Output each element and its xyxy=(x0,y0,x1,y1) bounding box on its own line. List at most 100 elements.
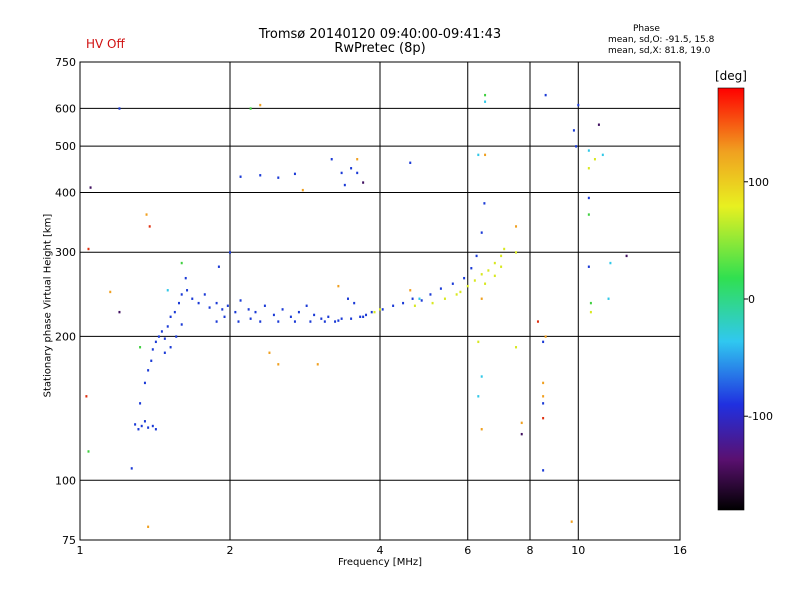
data-point xyxy=(575,145,578,148)
data-point xyxy=(340,317,343,320)
data-point xyxy=(249,317,252,320)
data-point xyxy=(480,428,483,431)
data-point xyxy=(439,287,442,290)
data-point xyxy=(87,247,90,251)
data-point xyxy=(175,335,178,338)
data-point xyxy=(411,297,414,300)
data-point xyxy=(515,346,518,349)
data-point xyxy=(544,93,547,97)
y-tick-label: 75 xyxy=(62,534,76,547)
data-point xyxy=(515,251,518,254)
data-point xyxy=(542,416,545,420)
data-point xyxy=(362,181,365,184)
data-point xyxy=(247,308,250,311)
data-point xyxy=(239,175,242,178)
data-point xyxy=(309,320,312,323)
data-point xyxy=(480,375,483,378)
data-point xyxy=(327,315,330,319)
data-point xyxy=(520,421,523,425)
data-point xyxy=(313,313,316,317)
data-point xyxy=(379,308,381,311)
data-point xyxy=(184,276,187,280)
x-tick-label: 8 xyxy=(527,544,534,557)
data-point xyxy=(297,310,300,314)
data-point xyxy=(477,395,480,398)
y-tick-label: 100 xyxy=(55,474,76,487)
data-point xyxy=(431,301,434,305)
data-point xyxy=(259,320,262,323)
data-point xyxy=(625,254,628,258)
data-point xyxy=(373,310,376,314)
data-point xyxy=(281,308,284,311)
data-point xyxy=(118,310,121,314)
data-point xyxy=(381,308,384,311)
data-point xyxy=(254,310,257,314)
y-tick-label: 500 xyxy=(55,140,76,153)
data-point xyxy=(160,330,163,333)
data-point xyxy=(500,265,503,268)
data-point xyxy=(203,293,206,296)
data-point xyxy=(487,269,490,272)
data-point xyxy=(85,395,88,398)
data-point xyxy=(365,313,368,317)
data-point xyxy=(337,284,340,288)
data-point xyxy=(587,167,590,170)
data-point xyxy=(484,153,487,157)
hv-status-label: HV Off xyxy=(86,37,125,51)
data-point xyxy=(301,188,304,192)
data-point xyxy=(277,176,280,179)
x-tick-label: 6 xyxy=(464,544,471,557)
data-point xyxy=(409,289,412,292)
data-point xyxy=(154,340,157,344)
data-point xyxy=(293,172,296,176)
data-point xyxy=(89,186,92,189)
data-point xyxy=(484,100,487,103)
data-point xyxy=(597,123,600,126)
y-tick-label: 400 xyxy=(55,186,76,199)
data-point xyxy=(515,225,518,228)
data-point xyxy=(157,335,160,338)
data-point xyxy=(370,310,373,314)
plot-frame xyxy=(79,61,681,541)
data-point xyxy=(239,299,242,302)
data-point xyxy=(356,171,359,175)
data-point xyxy=(483,202,486,205)
data-point xyxy=(118,107,121,110)
colorbar-tick-label: 100 xyxy=(748,176,769,189)
data-point xyxy=(293,320,296,323)
data-point xyxy=(263,304,266,307)
data-point xyxy=(334,320,337,323)
y-tick-label: 750 xyxy=(55,56,76,69)
data-point xyxy=(169,315,172,319)
data-point xyxy=(542,402,545,405)
data-point xyxy=(362,315,365,319)
x-tick-label: 2 xyxy=(227,544,234,557)
data-point xyxy=(350,167,353,170)
data-point xyxy=(140,424,143,428)
y-tick-label: 300 xyxy=(55,246,76,259)
data-point xyxy=(356,158,359,161)
x-tick-label: 4 xyxy=(377,544,384,557)
data-point xyxy=(221,308,224,311)
data-point xyxy=(340,171,343,175)
axis-ticks: 1 2 4 6 8 10 16 75 100 200 300 400 500 600 750 xyxy=(55,56,687,557)
data-point xyxy=(589,301,592,305)
data-point xyxy=(180,293,183,296)
data-point xyxy=(323,320,326,323)
data-point xyxy=(609,261,612,265)
data-point xyxy=(353,301,356,305)
data-point xyxy=(151,348,154,351)
data-point xyxy=(145,213,148,216)
data-point xyxy=(463,276,466,280)
data-point xyxy=(346,297,349,300)
data-point xyxy=(544,335,547,338)
data-point xyxy=(139,402,142,405)
data-points xyxy=(85,93,628,529)
data-point xyxy=(163,337,166,340)
data-point xyxy=(154,428,157,431)
data-point xyxy=(173,310,176,314)
data-point xyxy=(542,395,545,398)
x-axis-label: Frequency [MHz] xyxy=(337,557,423,568)
data-point xyxy=(169,346,172,349)
y-tick-label: 600 xyxy=(55,102,76,115)
